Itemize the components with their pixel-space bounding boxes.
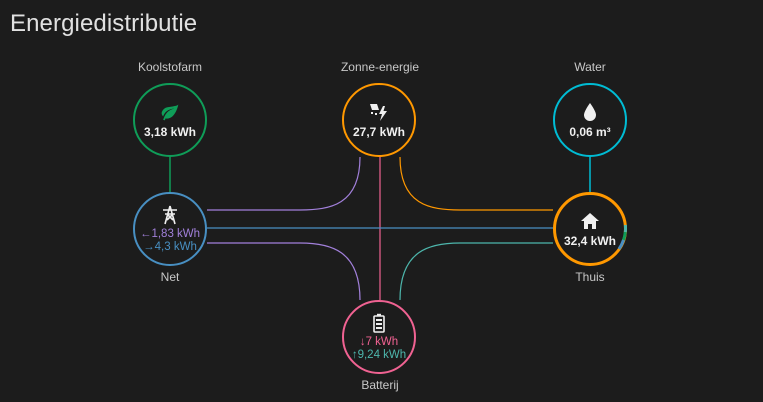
home-node[interactable]: 32,4 kWh [553, 192, 627, 266]
leaf-icon [160, 101, 180, 123]
card-title: Energiedistributie [10, 10, 198, 37]
water-drop-icon [582, 101, 598, 123]
battery-in-value: ↑9,24 kWh [351, 349, 407, 361]
transmission-tower-icon [160, 204, 180, 226]
water-node[interactable]: 0,06 m³ [553, 83, 627, 157]
grid-node[interactable]: ←1,83 kWh →4,3 kWh [133, 192, 207, 266]
flow-battery-home [399, 242, 553, 301]
fossil-node[interactable]: 3,18 kWh [133, 83, 207, 157]
home-icon [580, 210, 600, 232]
water-value: 0,06 m³ [569, 125, 611, 139]
grid-export-value: →4,3 kWh [143, 241, 197, 253]
home-label: Thuis [575, 270, 605, 284]
battery-out-value: ↓7 kWh [359, 336, 399, 348]
water-label: Water [574, 60, 606, 74]
battery-node[interactable]: ↓7 kWh ↑9,24 kWh [342, 300, 416, 374]
home-value: 32,4 kWh [563, 234, 617, 248]
grid-label: Net [160, 270, 180, 284]
grid-import-value: ←1,83 kWh [139, 228, 201, 240]
fossil-value: 3,18 kWh [143, 125, 197, 139]
flow-grid-battery [207, 242, 361, 301]
battery-label: Batterij [361, 378, 399, 392]
solar-label: Zonne-energie [340, 60, 420, 74]
flow-solar-grid [207, 156, 361, 211]
solar-power-icon [367, 101, 391, 123]
solar-value: 27,7 kWh [352, 125, 406, 139]
home-consumption-ring [553, 192, 627, 266]
flow-solar-home [399, 156, 553, 211]
battery-icon [373, 312, 385, 334]
fossil-label: Koolstofarm [137, 60, 203, 74]
solar-node[interactable]: 27,7 kWh [342, 83, 416, 157]
